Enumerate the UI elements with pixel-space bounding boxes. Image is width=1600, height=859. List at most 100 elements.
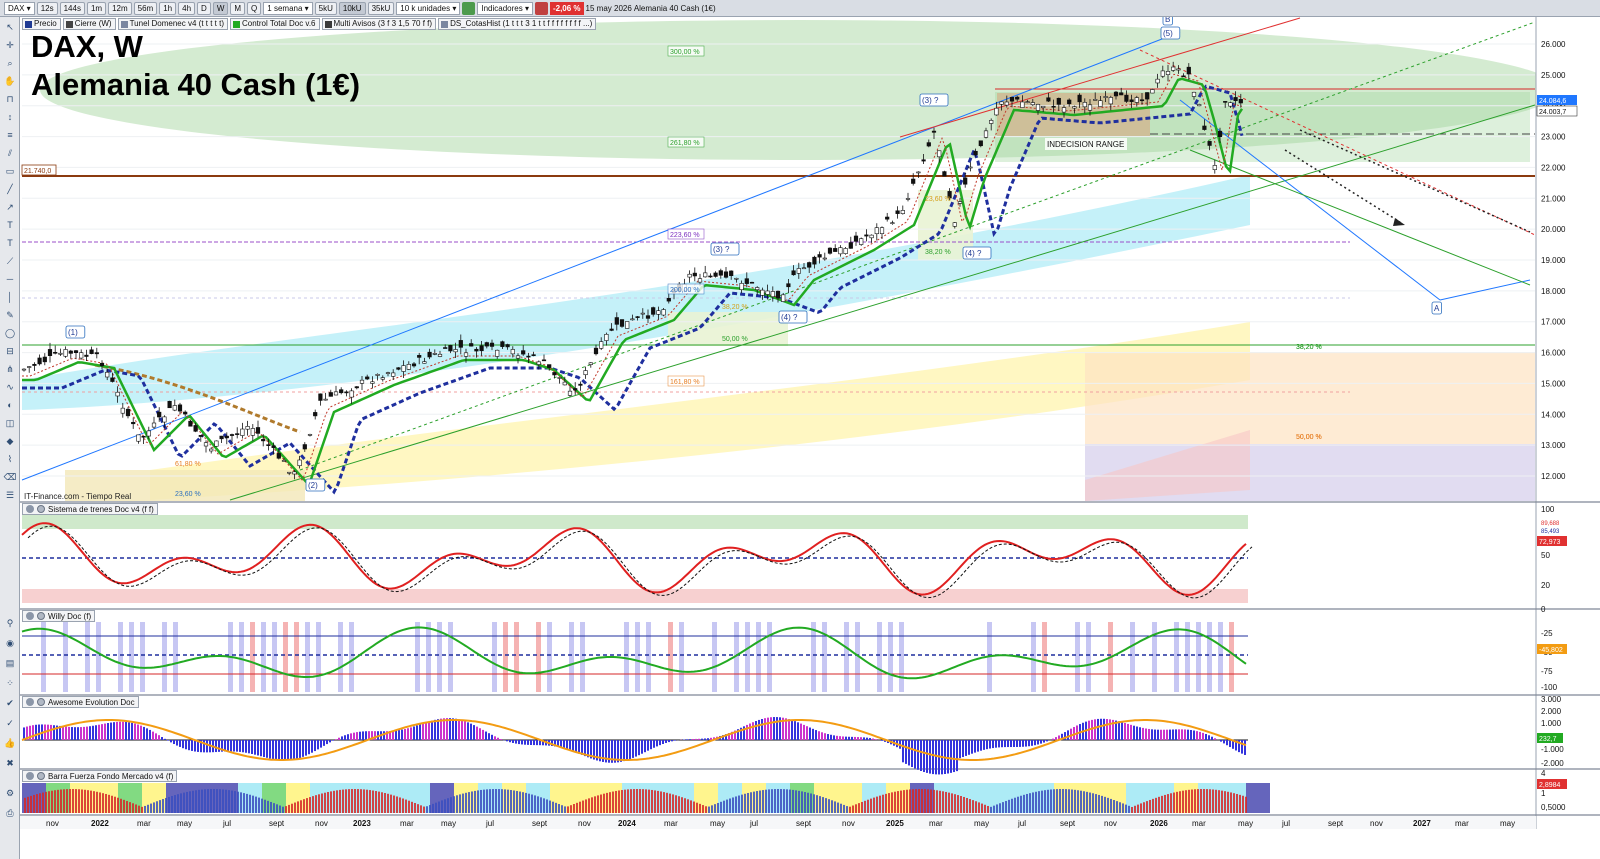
tf-M[interactable]: M — [230, 1, 246, 15]
legend-tunel[interactable]: Tunel Domenec v4 (t t t t t) — [117, 18, 228, 30]
willy-bar — [1174, 622, 1179, 692]
candle-body — [1186, 66, 1191, 75]
print-icon[interactable]: ⎙ — [6, 808, 14, 818]
cycle-icon[interactable]: ◐ — [7, 400, 13, 410]
pencil-icon[interactable]: ✎ — [6, 310, 14, 320]
candle-body — [21, 368, 27, 371]
pane-title-willy[interactable]: Willy Doc (f) — [22, 610, 96, 622]
period-select[interactable]: 1 semana ▾ — [263, 1, 313, 15]
scatter-icon[interactable]: ⁘ — [6, 678, 14, 688]
gear-icon[interactable] — [37, 698, 45, 706]
pane-title-awesome[interactable]: Awesome Evolution Doc — [22, 696, 139, 708]
pane-title-barra[interactable]: Barra Fuerza Fondo Mercado v4 (f) — [22, 770, 178, 782]
unit-5ku[interactable]: 5kU — [314, 1, 337, 15]
fuerza-bar — [294, 802, 296, 813]
fuerza-bar — [222, 789, 224, 813]
candle-body — [864, 234, 869, 237]
channel-icon[interactable]: ⫽ — [7, 148, 12, 158]
fuerza-bar — [708, 806, 710, 813]
layers-icon[interactable]: ☰ — [5, 490, 15, 500]
close-icon[interactable] — [26, 612, 34, 620]
legend-price[interactable]: Precio — [22, 18, 61, 30]
checkmark-icon[interactable]: ✓ — [6, 718, 14, 728]
tf-1m[interactable]: 1m — [86, 1, 107, 15]
fuerza-bar — [1095, 794, 1097, 813]
oversold-zone — [22, 589, 1248, 603]
settings-icon[interactable]: ⚙ — [5, 788, 15, 798]
legend-close[interactable]: Cierre (W) — [62, 18, 116, 30]
legend-control-total[interactable]: Control Total Doc v.6 — [229, 18, 320, 30]
tf-4h[interactable]: 4h — [178, 1, 196, 15]
tf-56m[interactable]: 56m — [133, 1, 158, 15]
alert-icon[interactable] — [534, 1, 548, 15]
wave-icon[interactable]: ∿ — [6, 382, 14, 392]
symbol-select[interactable]: DAX ▾ — [4, 1, 35, 15]
tf-12m[interactable]: 12m — [108, 1, 132, 15]
text-bold-icon[interactable]: T — [7, 238, 13, 248]
hand-icon[interactable]: ✋ — [4, 76, 16, 86]
close-icon[interactable] — [26, 505, 34, 513]
ellipse-icon[interactable]: ◯ — [4, 328, 16, 338]
gann-icon[interactable]: ◫ — [5, 418, 15, 428]
arrow-head — [1393, 218, 1405, 226]
tf-W[interactable]: W — [212, 1, 229, 15]
fuerza-bar — [480, 789, 482, 813]
fib-icon[interactable]: ≡ — [7, 130, 13, 140]
candle-body — [214, 440, 219, 447]
magnet-icon[interactable]: ⊓ — [6, 94, 14, 104]
gear-icon[interactable] — [37, 505, 45, 513]
tf-144s[interactable]: 144s — [59, 1, 85, 15]
gear-icon[interactable] — [37, 772, 45, 780]
shape-icon[interactable]: ◆ — [6, 436, 14, 446]
unit-35ku[interactable]: 35kU — [367, 1, 395, 15]
lock-icon[interactable]: ⚲ — [6, 618, 14, 628]
gear-icon[interactable] — [37, 612, 45, 620]
tf-Q[interactable]: Q — [247, 1, 262, 15]
vline-icon[interactable]: │ — [7, 292, 13, 302]
crosshair-icon[interactable]: ✛ — [6, 40, 14, 50]
check-icon[interactable]: ✔ — [6, 698, 14, 708]
wave-b-line — [1439, 279, 1531, 301]
rectangle-icon[interactable]: ▭ — [5, 166, 15, 176]
ruler-icon[interactable]: ⊟ — [6, 346, 14, 356]
thumbs-up-icon[interactable]: 👍 — [4, 738, 16, 748]
close-icon[interactable] — [26, 698, 34, 706]
legend-cotashist[interactable]: DS_CotasHist (1 t t t 3 1 t t f f f f f … — [438, 18, 597, 30]
fuerza-bar — [126, 800, 128, 813]
wave-label: (3) ? — [922, 96, 939, 105]
candle-body — [333, 391, 339, 396]
zoom-icon[interactable]: ⌕ — [7, 58, 13, 68]
fuerza-bar — [1239, 794, 1241, 813]
tf-12s[interactable]: 12s — [36, 1, 58, 15]
units-select[interactable]: 10 k unidades ▾ — [396, 1, 461, 15]
indicators-button[interactable]: Indicadores ▾ — [477, 1, 533, 15]
ray-icon[interactable]: ⟋ — [6, 256, 14, 266]
brush-icon[interactable]: ⌇ — [7, 454, 13, 464]
tf-1h[interactable]: 1h — [159, 1, 177, 15]
trendline-icon[interactable]: ╱ — [7, 184, 13, 194]
measure-icon[interactable]: ↕ — [7, 112, 13, 122]
close-icon[interactable] — [26, 772, 34, 780]
candle-body — [541, 359, 547, 362]
hline-icon[interactable]: ─ — [6, 274, 14, 284]
pitchfork-icon[interactable]: ⋔ — [6, 364, 14, 374]
delete-icon[interactable]: ✖ — [6, 758, 14, 768]
template-icon[interactable]: ▤ — [5, 658, 15, 668]
cursor-icon[interactable]: ↖ — [6, 22, 14, 32]
fuerza-bar — [780, 789, 782, 813]
text-icon[interactable]: T — [7, 220, 13, 230]
willy-bar — [822, 622, 827, 692]
unit-10ku[interactable]: 10kU — [338, 1, 366, 15]
fuerza-bar — [1227, 791, 1229, 813]
visibility-icon[interactable]: ◉ — [6, 638, 14, 648]
tf-D[interactable]: D — [197, 1, 211, 15]
eraser-icon[interactable]: ⌫ — [3, 472, 17, 482]
candle-body — [547, 364, 552, 368]
fuerza-bar — [669, 793, 671, 813]
arrow-icon[interactable]: ↗ — [6, 202, 14, 212]
pane-title-trenes[interactable]: Sistema de trenes Doc v4 (f f) — [22, 503, 158, 515]
legend-multi-avisos[interactable]: Multi Avisos (3 f 3 1,5 70 f f) — [321, 18, 437, 30]
fuerza-bar — [543, 798, 545, 813]
drawing-tools-sidebar: ↖ ✛ ⌕ ✋ ⊓ ↕ ≡ ⫽ ▭ ╱ ↗ T T ⟋ ─ │ ✎ ◯ ⊟ ⋔ … — [0, 17, 20, 859]
